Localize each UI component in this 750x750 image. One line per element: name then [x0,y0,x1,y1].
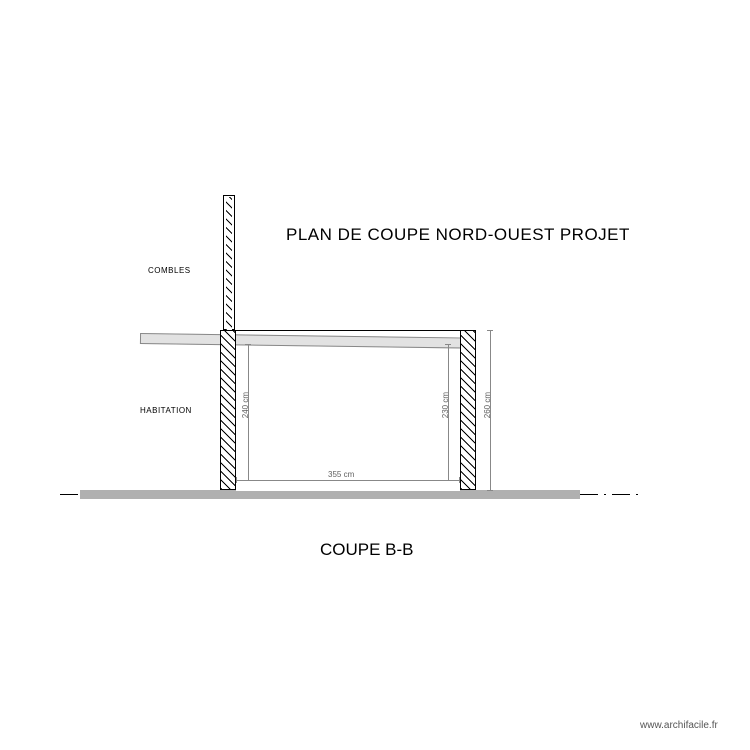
dim-height-outer-label: 260 cm [483,392,492,418]
wall-right [460,330,476,490]
dim-tick [487,330,493,331]
label-habitation: HABITATION [140,406,192,415]
dim-height-right-label: 230 cm [441,392,450,418]
dim-tick [236,477,237,483]
credit-link[interactable]: www.archifacile.fr [640,720,718,731]
dim-tick [245,344,251,345]
wall-left [220,330,236,490]
axis-line-left [60,493,80,495]
axis-line-right [580,493,640,495]
label-combles: COMBLES [148,266,191,275]
garage-interior [236,330,460,491]
ground-bar [80,490,580,499]
dim-tick [459,477,460,483]
dim-tick [487,490,493,491]
post-hatch [226,197,232,330]
dim-tick [445,344,451,345]
dim-tick [445,480,451,481]
drawing-canvas: PLAN DE COUPE NORD-OUEST PROJET COUPE B-… [0,0,750,750]
dim-width-label: 355 cm [328,470,354,479]
dim-height-left-label: 240 cm [241,392,250,418]
title-main: PLAN DE COUPE NORD-OUEST PROJET [286,225,630,245]
dim-tick [245,480,251,481]
dim-line-width [236,480,460,481]
title-sub: COUPE B-B [320,540,414,560]
